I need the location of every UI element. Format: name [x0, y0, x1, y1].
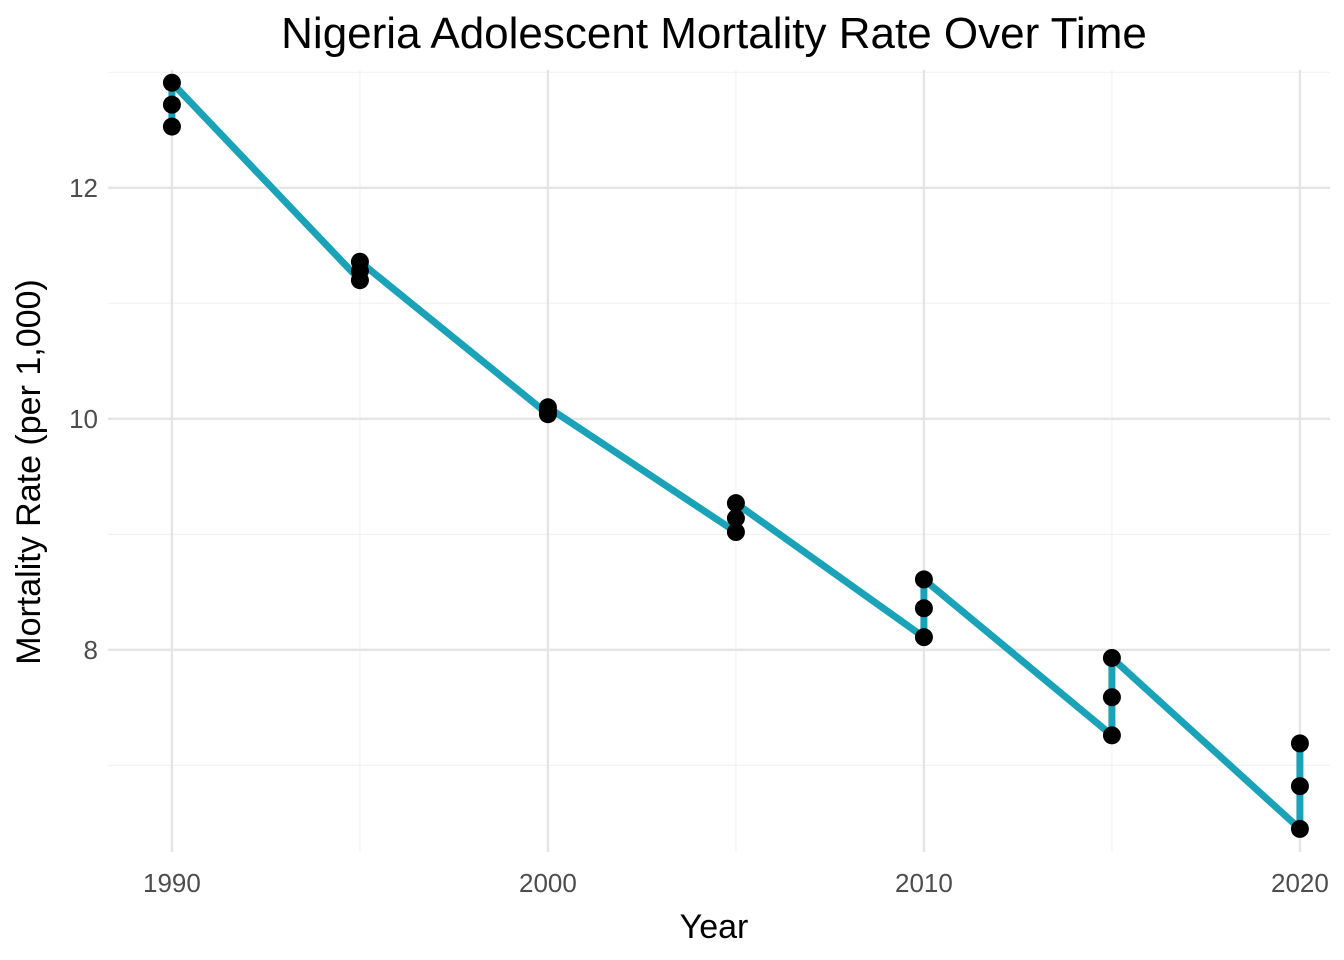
data-point: [162, 73, 181, 92]
y-axis-ticks: 8 10 12: [69, 173, 98, 665]
x-tick-label: 2010: [895, 868, 953, 898]
data-point: [162, 95, 181, 114]
data-point: [1290, 734, 1309, 753]
x-tick-label: 1990: [143, 868, 201, 898]
x-axis-title: Year: [680, 908, 749, 946]
y-axis-title: Mortality Rate (per 1,000): [10, 279, 48, 665]
x-tick-label: 2020: [1271, 868, 1329, 898]
data-point: [914, 628, 933, 647]
data-point: [726, 494, 745, 513]
x-axis-ticks: 1990 2000 2010 2020: [143, 868, 1329, 898]
data-point: [914, 570, 933, 589]
data-point: [1290, 777, 1309, 796]
chart-title: Nigeria Adolescent Mortality Rate Over T…: [281, 9, 1147, 58]
x-tick-label: 2000: [519, 868, 577, 898]
data-point: [1102, 726, 1121, 745]
data-point: [350, 252, 369, 271]
data-point: [1102, 688, 1121, 707]
data-point: [162, 117, 181, 136]
data-point: [1102, 648, 1121, 667]
data-point: [726, 523, 745, 542]
y-tick-label: 10: [69, 404, 98, 434]
y-tick-label: 12: [69, 173, 98, 203]
y-tick-label: 8: [84, 635, 98, 665]
points: [162, 73, 1309, 838]
grid-minor: [108, 70, 1330, 852]
grid-major: [108, 70, 1330, 852]
data-point: [1290, 819, 1309, 838]
data-point: [914, 599, 933, 618]
data-point: [538, 398, 557, 417]
data-point: [726, 509, 745, 528]
